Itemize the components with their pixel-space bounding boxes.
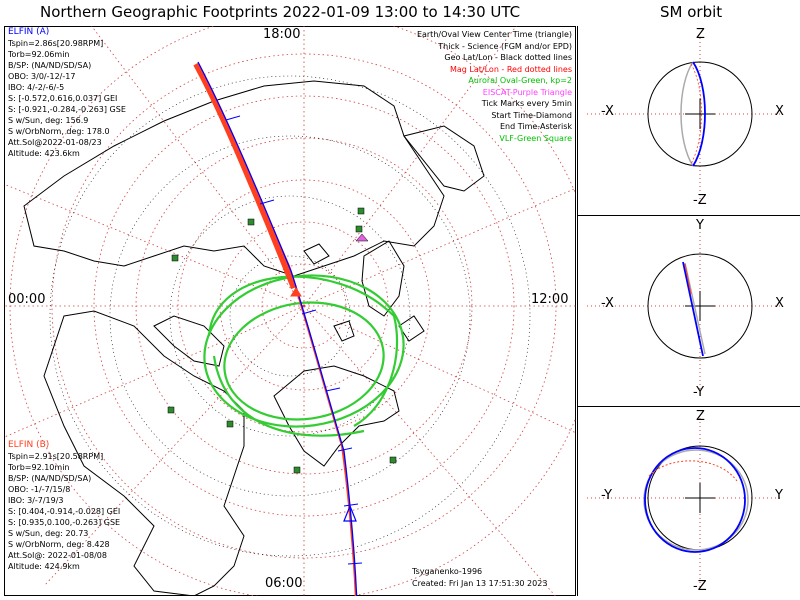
elfin-b-line: Tspin=2.91s[20.58RPM] bbox=[8, 452, 104, 461]
elfin-b-line: Altitude: 424.9km bbox=[8, 562, 80, 571]
orbit-b bbox=[684, 263, 692, 295]
map-panel bbox=[4, 26, 576, 596]
elfin-b-line: S w/Sun, deg: 20.73 bbox=[8, 529, 89, 538]
orbit-b bbox=[690, 63, 702, 165]
elfin-a-ticks bbox=[225, 115, 363, 565]
panel-divider bbox=[577, 215, 800, 216]
elfin-b-center-triangle bbox=[290, 287, 302, 297]
eiscat-triangle bbox=[355, 233, 369, 242]
elfin-a-line: S w/OrbNorm, deg: 178.0 bbox=[8, 127, 110, 136]
auroral-oval bbox=[203, 274, 405, 437]
sm2-top-label: Y bbox=[696, 218, 704, 233]
elfin-a-line: Altitude: 423.6km bbox=[8, 149, 80, 158]
page-title: Northern Geographic Footprints 2022-01-0… bbox=[40, 3, 521, 21]
elfin-b-info: ELFIN (B) Tspin=2.91s[20.58RPM] Torb=92.… bbox=[8, 440, 120, 572]
elfin-b-line: Torb=92.10min bbox=[8, 463, 70, 472]
elfin-b-line: IBO: 3/-7/19/3 bbox=[8, 496, 64, 505]
elfin-a-line: S: [-0.572,0.616,0.037] GEI bbox=[8, 94, 118, 103]
sm2-bottom-label: -Y bbox=[693, 385, 705, 400]
orbit-a bbox=[692, 61, 706, 167]
elfin-a-line: B/SP: (NA/ND/SD/SA) bbox=[8, 61, 92, 70]
elfin-b-track bbox=[195, 63, 357, 596]
orbit-gray bbox=[643, 449, 749, 551]
legend-item: Start Time-Diamond bbox=[491, 110, 572, 120]
model-label: Tsyganenko-1996 bbox=[412, 567, 483, 576]
legend-item: Earth/Oval View Center Time (triangle) bbox=[416, 30, 572, 39]
legend-item: End Time-Asterisk bbox=[499, 122, 572, 131]
legend-item: Tick Marks every 5min bbox=[481, 99, 572, 108]
sm1-right-label: X bbox=[775, 104, 784, 119]
time-label-left: 00:00 bbox=[8, 292, 46, 307]
sm-orbit-title: SM orbit bbox=[660, 3, 723, 21]
legend-item: Thick - Science (FGM and/or EPD) bbox=[438, 41, 572, 51]
sm3-right-label: Y bbox=[775, 488, 783, 503]
elfin-a-track bbox=[197, 61, 358, 596]
polar-map bbox=[4, 26, 576, 596]
time-label-top: 18:00 bbox=[263, 27, 301, 42]
sm3-top-label: Z bbox=[696, 409, 705, 424]
sm1-bottom-label: -Z bbox=[693, 193, 707, 208]
elfin-b-line: S: [0.404,-0.914,-0.028] GEI bbox=[8, 507, 121, 516]
mag-grid-meridians bbox=[4, 26, 576, 596]
elfin-b-line: Att.Sol@: 2022-01-08/08 bbox=[8, 551, 107, 560]
elfin-a-line: OBO: 3/0/-12/-17 bbox=[8, 72, 76, 81]
legend-item: Auroral Oval-Green, kp=2 bbox=[468, 76, 572, 85]
orbit-b bbox=[648, 460, 738, 482]
sm3-bottom-label: -Z bbox=[693, 579, 707, 594]
coastlines bbox=[23, 80, 485, 596]
elfin-b-line: OBO: -1/-7/15/8 bbox=[8, 485, 71, 494]
elfin-a-line: S w/Sun, deg: 156.9 bbox=[8, 116, 89, 125]
elfin-b-line: B/SP: (NA/ND/SD/SA) bbox=[8, 474, 92, 483]
elfin-b-line: S: [0.935,0.100,-0.263] GSE bbox=[8, 518, 121, 527]
legend-item: Mag Lat/Lon - Red dotted lines bbox=[449, 64, 572, 74]
sm1-top-label: Z bbox=[696, 27, 705, 42]
legend: Earth/Oval View Center Time (triangle) T… bbox=[417, 29, 572, 144]
elfin-b-science-segment bbox=[193, 62, 297, 290]
elfin-b-line: S w/OrbNorm, deg: 8.428 bbox=[8, 540, 110, 549]
elfin-a-line: IBO: 4/-2/-6/-5 bbox=[8, 83, 65, 92]
time-label-bottom: 06:00 bbox=[265, 576, 303, 591]
elfin-b-name: ELFIN (B) bbox=[8, 440, 50, 450]
time-label-right: 12:00 bbox=[531, 292, 569, 307]
panel-divider bbox=[577, 406, 800, 407]
elfin-a-info: ELFIN (A) Tspin=2.86s[20.98RPM] Torb=92.… bbox=[8, 27, 126, 159]
sm3-left-label: -Y bbox=[601, 488, 613, 503]
elfin-a-center-triangle bbox=[343, 504, 357, 522]
orbit-a bbox=[644, 447, 746, 553]
vlf-stations bbox=[167, 207, 397, 474]
elfin-a-line: S: [-0.921,-0.284,-0.263] GSE bbox=[8, 105, 126, 114]
legend-item: EISCAT-Purple Triangle bbox=[482, 87, 572, 97]
geo-grid-rings bbox=[49, 75, 531, 557]
legend-item: Geo Lat/Lon - Black dotted lines bbox=[444, 53, 572, 62]
elfin-a-line: Torb=92.06min bbox=[8, 50, 70, 59]
elfin-a-line: Att.Sol@2022-01-08/23 bbox=[8, 138, 102, 147]
orbit-a bbox=[682, 261, 704, 357]
elfin-a-line: Tspin=2.86s[20.98RPM] bbox=[8, 39, 104, 48]
sm-orbit-panel bbox=[577, 26, 797, 596]
sm1-left-label: -X bbox=[601, 104, 614, 119]
sm2-left-label: -X bbox=[601, 296, 614, 311]
created-label: Created: Fri Jan 13 17:51:30 2023 bbox=[412, 579, 548, 588]
sm-orbit-plots bbox=[587, 38, 782, 588]
legend-item: VLF-Green Square bbox=[499, 133, 572, 143]
sm2-right-label: X bbox=[775, 296, 784, 311]
elfin-a-name: ELFIN (A) bbox=[8, 27, 50, 37]
orbit-gray bbox=[680, 61, 694, 167]
